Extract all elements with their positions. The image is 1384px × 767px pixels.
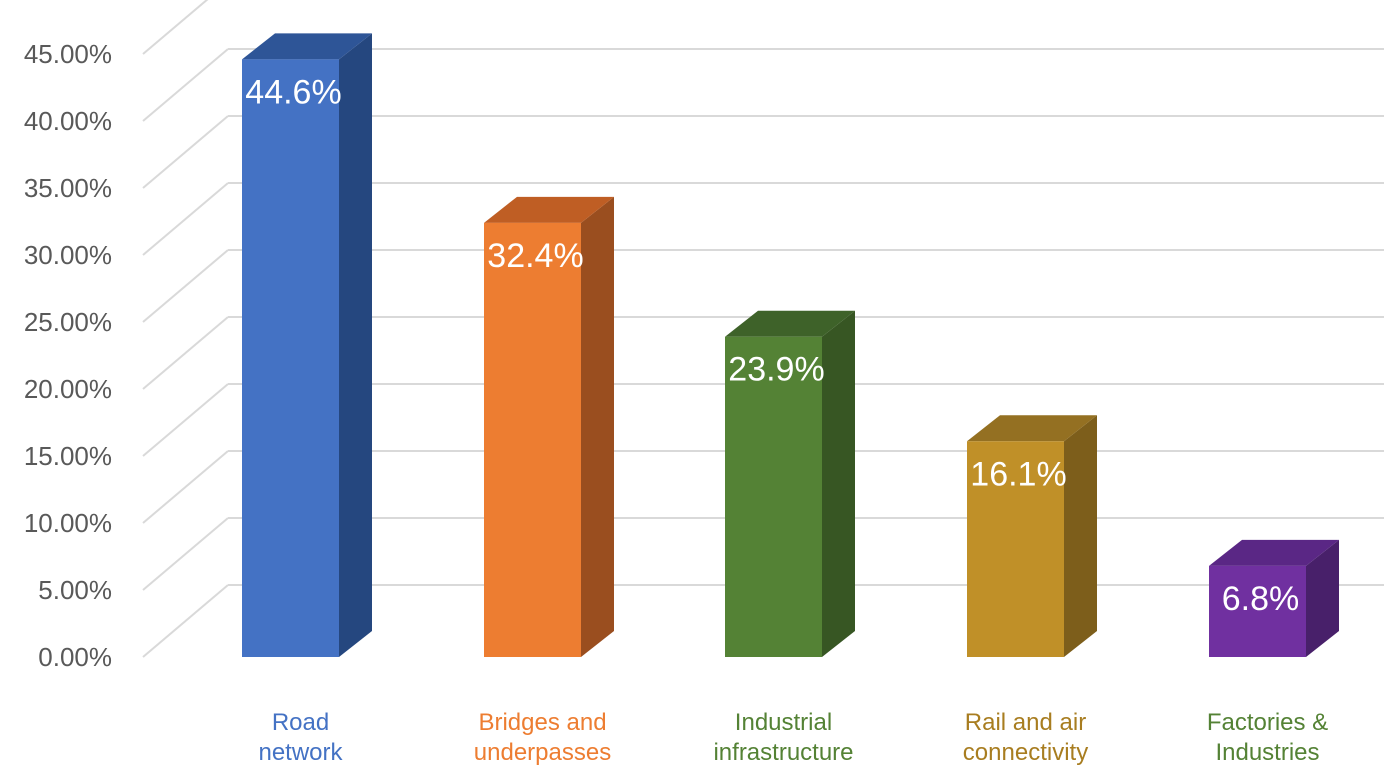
- y-tick-label: 40.00%: [24, 106, 112, 136]
- gridline-diagonal: [142, 182, 229, 256]
- bar-top: [1209, 539, 1339, 566]
- gridline-diagonal: [142, 48, 229, 122]
- gridline-diagonal: [142, 450, 229, 524]
- bar-side: [1306, 539, 1339, 657]
- gridline-diagonal: [142, 0, 209, 55]
- y-tick-label: 20.00%: [24, 374, 112, 404]
- y-tick-label: 45.00%: [24, 39, 112, 69]
- y-tick-label: 15.00%: [24, 441, 112, 471]
- x-category-label: Factories & Industries: [1207, 709, 1328, 766]
- y-tick-label: 35.00%: [24, 173, 112, 203]
- gridline-diagonal: [142, 316, 229, 390]
- bar-2: 32.4%: [484, 196, 614, 657]
- bar-top: [242, 33, 372, 60]
- bar-front: [1209, 565, 1306, 657]
- data-label: 44.6%: [245, 73, 341, 111]
- data-label: 6.8%: [1222, 580, 1300, 618]
- x-category-label: Industrial infrastructure: [713, 709, 853, 766]
- bar-front: [725, 336, 822, 657]
- y-tick-label: 0.00%: [38, 642, 112, 672]
- gridline-diagonal: [142, 383, 229, 457]
- gridline-diagonal: [142, 584, 229, 658]
- bar-front: [242, 59, 339, 658]
- bar-5: 6.8%: [1209, 539, 1339, 657]
- bar-3: 23.9%: [725, 310, 855, 657]
- data-label: 23.9%: [728, 351, 824, 389]
- data-label: 16.1%: [970, 455, 1066, 493]
- bar-top: [484, 196, 614, 223]
- y-tick-label: 5.00%: [38, 575, 112, 605]
- bar-front: [484, 222, 581, 657]
- gridline-diagonal: [142, 115, 229, 189]
- x-axis-labels: Road network Bridges and underpasses Industr…: [258, 709, 1328, 766]
- bar-front: [967, 441, 1064, 657]
- gridline-diagonal: [142, 517, 229, 591]
- bar-4: 16.1%: [967, 415, 1097, 657]
- y-axis-ticks: 0.00% 5.00% 10.00% 15.00% 20.00% 25.00% 30.00%…: [24, 39, 112, 672]
- bar-side: [339, 33, 372, 658]
- data-label: 32.4%: [487, 237, 583, 275]
- x-category-label: Road network: [258, 709, 343, 766]
- bar-top: [967, 415, 1097, 442]
- bar-side: [822, 310, 855, 657]
- y-tick-label: 25.00%: [24, 307, 112, 337]
- bar-1: 44.6%: [242, 33, 372, 658]
- x-category-label: Bridges and underpasses: [474, 709, 611, 766]
- gridline-diagonal: [142, 249, 229, 323]
- y-tick-label: 10.00%: [24, 508, 112, 538]
- x-category-label: Rail and air connectivity: [963, 709, 1088, 766]
- bars: 44.6% 32.4% 23.9% 16.1% 6.8%: [242, 33, 1339, 658]
- bar-top: [725, 310, 855, 337]
- y-tick-label: 30.00%: [24, 240, 112, 270]
- bar-side: [1064, 415, 1097, 657]
- bar-side: [581, 196, 614, 657]
